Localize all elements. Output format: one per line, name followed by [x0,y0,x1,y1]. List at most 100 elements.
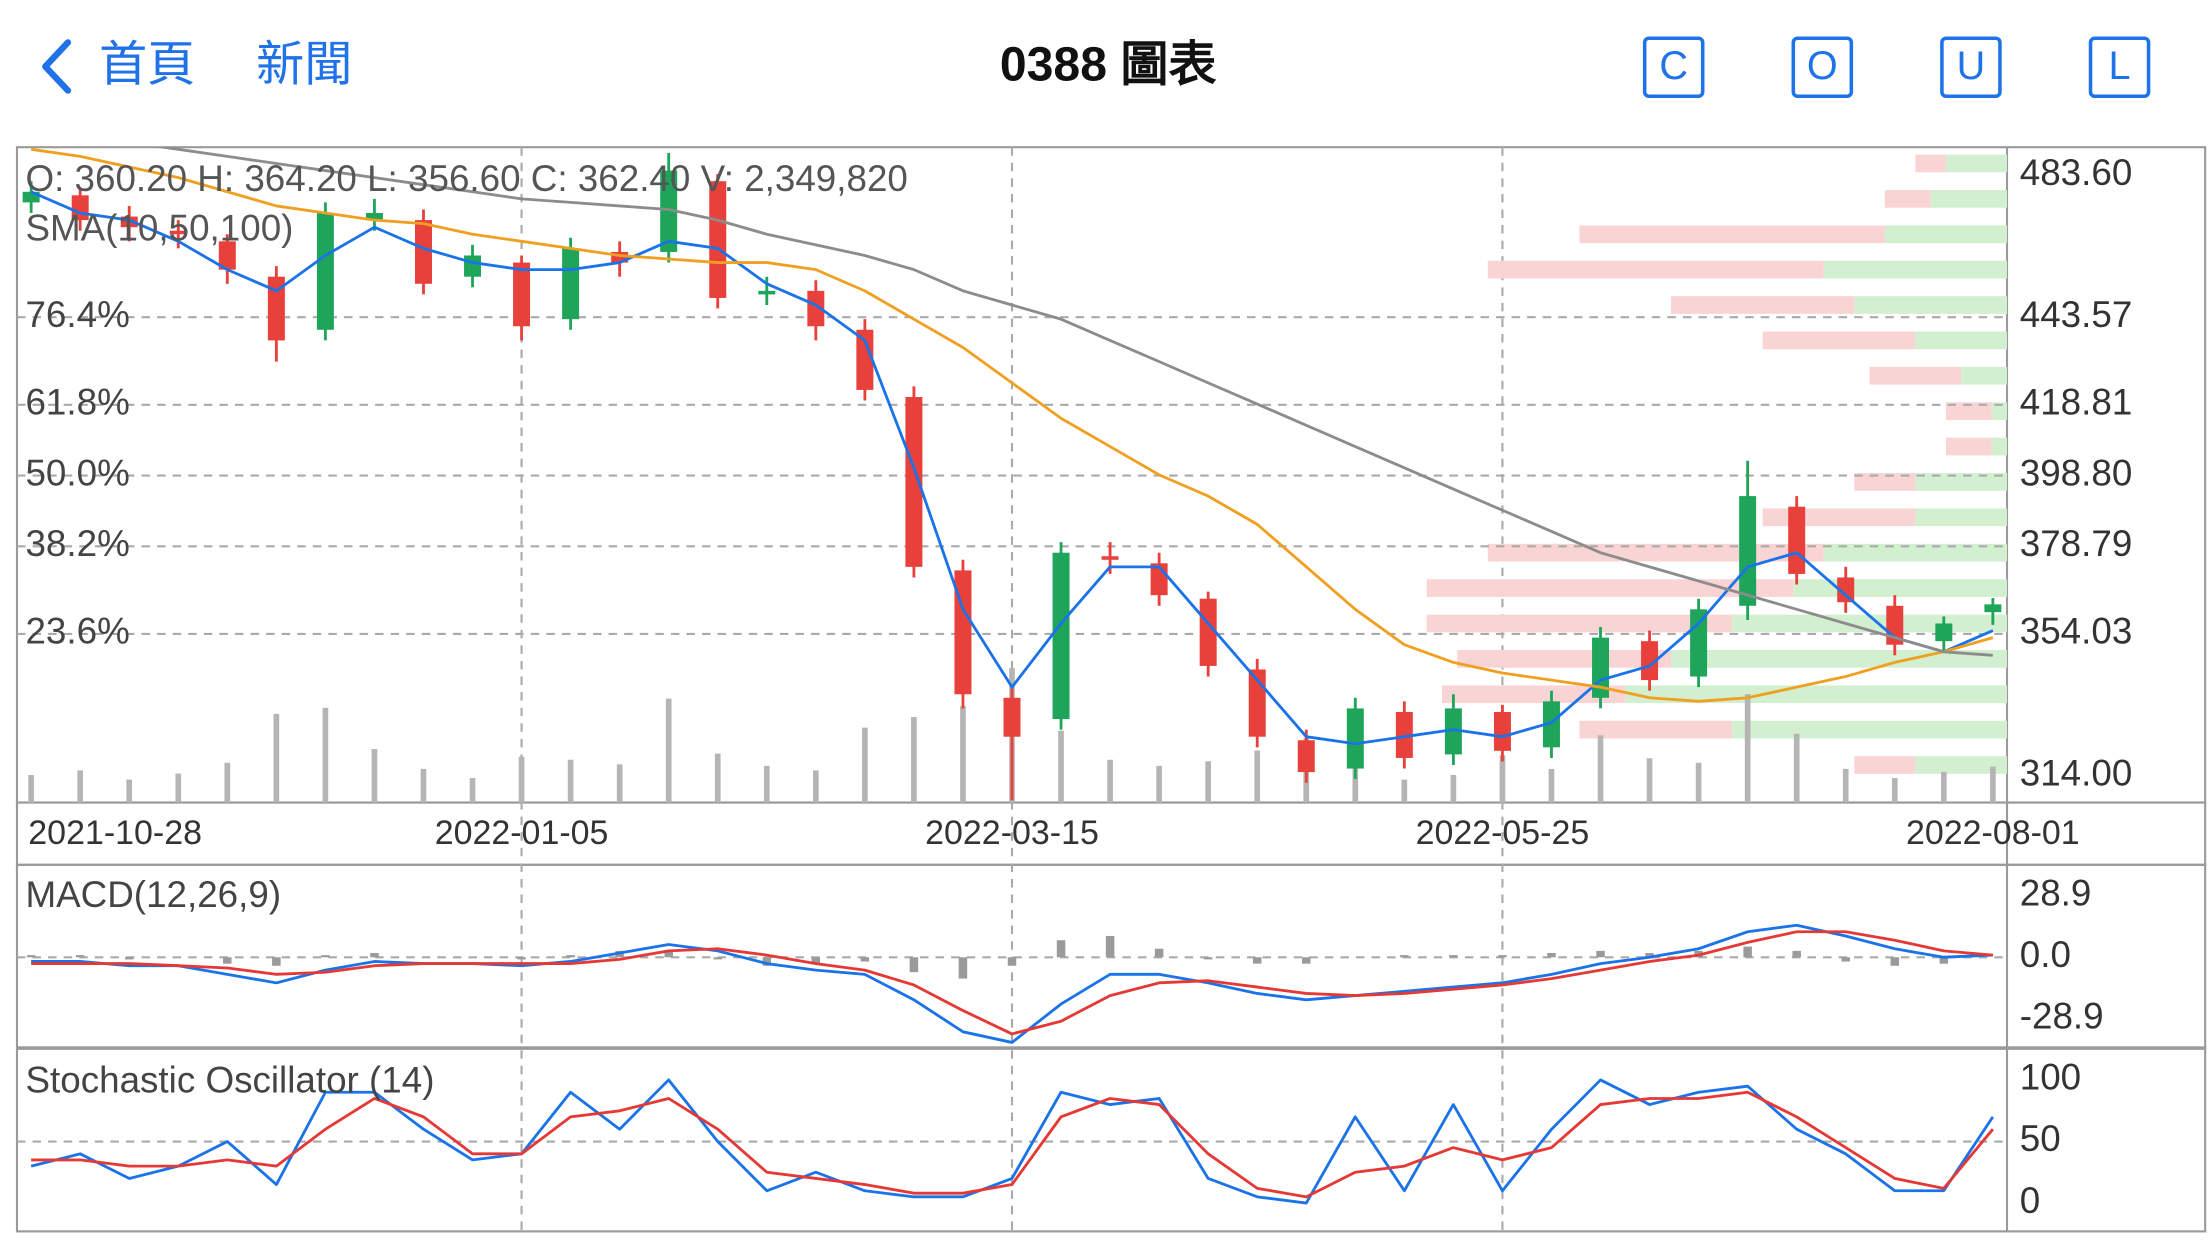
histogram-bar [1841,957,1850,962]
histogram-bar [1105,935,1115,958]
profile-up-bar [1961,366,2008,385]
histogram-bar [1743,946,1752,958]
indicator-line [31,930,1993,1036]
candle-body [1837,577,1855,603]
indicator-line [30,190,1994,746]
y-tick-label: 398.80 [2020,452,2133,493]
indicator-line [31,923,1993,1044]
profile-down-bar [1945,402,1992,421]
candle-body [218,241,236,270]
profile-up-bar [1915,331,2008,350]
candle-body [365,213,383,221]
volume-bar [126,779,133,803]
indicator-line [31,1090,1994,1199]
volume-bar [1744,694,1751,803]
candle-body [562,248,580,320]
candle-body [1788,506,1806,574]
volume-bar [812,770,819,803]
histogram-bar [958,957,968,979]
candle-body [1739,496,1757,606]
histogram-bar [517,957,526,960]
profile-down-bar [1915,154,1946,173]
profile-down-bar [1945,437,1992,456]
toggle-button[interactable]: O [1791,36,1854,99]
histogram-bar [566,955,575,958]
fib-label: 50.0% [25,452,129,493]
histogram-bar [1547,953,1556,958]
y-tick-label: 0.0 [2020,934,2071,975]
volume-bar [763,765,770,803]
volume-bar [1990,766,1996,803]
profile-down-bar [1854,756,1916,774]
candle-body [1297,740,1315,773]
volume-bar [1352,758,1359,803]
candle-body [1493,711,1511,751]
profile-up-bar [1930,190,2008,208]
back-button[interactable]: 首頁 [42,38,195,94]
volume-bar [224,762,231,803]
candle-body [1444,708,1462,755]
histogram-bar [26,955,36,958]
toggle-button[interactable]: L [2088,36,2151,99]
y-tick-label: 100 [2020,1057,2081,1098]
histogram-bar [1596,950,1605,958]
volume-bar [1842,768,1849,803]
candle-body [1346,708,1364,769]
candle-body [660,170,678,252]
profile-down-bar [1671,296,1855,314]
candle-body [1641,641,1659,681]
volume-bar [1254,750,1261,803]
histogram-bar [1203,957,1213,960]
histogram-bar [1302,957,1311,964]
button-label: L [2109,44,2131,88]
volume-bar [1597,735,1604,803]
volume-bar [77,770,84,803]
y-tick-label: 28.9 [2020,872,2092,913]
volume-bar [371,749,378,803]
candle-body [169,230,187,235]
volume-bar [273,713,280,803]
x-tick-label: 2022-08-01 [1906,814,2080,852]
volume-bar [1156,765,1162,803]
profile-down-bar [1487,260,1824,279]
candle-body [1052,552,1070,720]
volume-bar [1499,755,1506,803]
page-title: 0388 圖表 [1000,38,1217,92]
volume-bar [1058,730,1064,803]
candle-body [611,251,629,263]
histogram-bar [762,957,772,966]
profile-down-bar [1426,614,1733,633]
volume-bar [1891,778,1898,803]
candle-body [1395,711,1413,758]
x-tick-label: 2021-10-28 [28,814,202,852]
histogram-bar [811,957,821,964]
profile-up-bar [1823,260,2008,279]
candle-body [807,290,825,327]
profile-up-bar [1854,296,2008,314]
news-link[interactable]: 新聞 [256,38,352,92]
profile-down-bar [1762,331,1916,350]
profile-up-bar [1915,473,2008,491]
chart-layer: 2021-10-28 2022-01-05 2022-03-15 2022-05-25… [16,147,2133,1232]
volume-bar [714,753,721,803]
histogram-bar [370,953,379,958]
profile-up-bar [1884,225,2008,244]
indicator-line [30,1078,1995,1205]
volume-bar [1401,779,1408,803]
profile-up-bar [1823,543,2008,562]
macd-plot [26,923,1993,1044]
profile-down-bar [1854,473,1916,491]
histogram-bar [1154,948,1164,958]
candle-body [758,290,776,295]
fib-label: 23.6% [25,611,129,652]
candle-body [1542,701,1560,748]
volume-bar [616,764,623,803]
volume-bar [567,759,574,803]
y-tick-label: 0 [2020,1180,2040,1221]
toggle-button[interactable]: C [1642,36,1705,99]
volume-bar [28,775,34,803]
toggle-button[interactable]: U [1940,36,2002,99]
histogram-bar [713,957,722,960]
